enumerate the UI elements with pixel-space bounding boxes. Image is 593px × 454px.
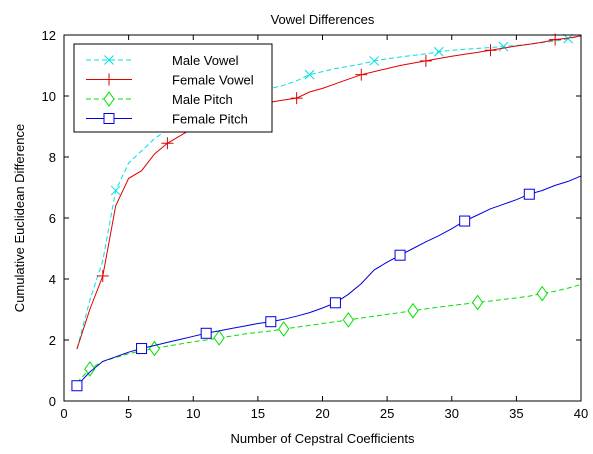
series-1-point <box>419 54 432 67</box>
series-1-point <box>161 137 174 150</box>
series-0-point-stroke <box>110 185 121 196</box>
series-3-point <box>523 188 535 200</box>
series-0-point <box>498 41 509 52</box>
y-tick-label: 2 <box>49 333 56 348</box>
y-tick-label: 8 <box>49 150 56 165</box>
chart-title: Vowel Differences <box>271 12 375 27</box>
x-tick-label: 25 <box>380 406 394 421</box>
x-tick-label: 10 <box>186 406 200 421</box>
y-tick-label: 10 <box>42 89 56 104</box>
legend-label: Female Vowel <box>172 73 254 88</box>
series-2-point <box>536 285 548 302</box>
legend-label: Female Pitch <box>172 112 248 127</box>
legend-marker-2 <box>103 91 115 107</box>
x-tick-label: 15 <box>251 406 265 421</box>
series-0-point-stroke <box>498 41 509 52</box>
series-2-point <box>342 312 354 328</box>
series-1-point <box>290 92 303 105</box>
series-line-2 <box>76 284 582 384</box>
series-0-point-stroke <box>433 46 444 57</box>
series-0-point <box>369 56 380 66</box>
series-0-point <box>433 46 444 57</box>
series-2-point <box>148 340 161 357</box>
series-3-point <box>459 215 471 227</box>
series-1-point <box>96 269 109 282</box>
series-3-point <box>200 327 212 339</box>
y-tick-label: 0 <box>49 394 56 409</box>
legend-marker-1 <box>103 73 115 86</box>
series-2-point <box>84 361 96 377</box>
series-1-point <box>549 33 562 46</box>
series-3-point <box>394 249 406 261</box>
legend-marker-0 <box>104 55 114 65</box>
series-2-point <box>407 302 419 319</box>
series-line-1 <box>76 35 582 350</box>
series-2-point <box>213 330 225 346</box>
series-3-point <box>71 380 83 392</box>
series-2-point <box>278 321 290 337</box>
x-tick-label: 40 <box>574 406 588 421</box>
series-0-point <box>563 33 573 44</box>
series-line-0 <box>76 35 582 350</box>
x-tick-label: 30 <box>445 406 459 421</box>
series-0-point <box>304 69 315 80</box>
legend: Male Vowel Female Vowel Male Pitch Female P… <box>73 43 273 133</box>
series-3-point <box>136 343 148 355</box>
y-axis-label: Cumulative Euclidean Difference <box>12 124 27 312</box>
series-1-point <box>355 68 368 81</box>
x-axis-label: Number of Cepstral Coefficients <box>230 431 415 446</box>
x-tick-label: 20 <box>315 406 329 421</box>
series-3-point <box>329 297 341 309</box>
series-0-point-stroke <box>304 69 315 80</box>
legend-label: Male Vowel <box>172 53 239 68</box>
series-0-point <box>110 185 121 196</box>
series-2-point <box>471 294 484 311</box>
legend-marker-0-stroke <box>104 55 114 65</box>
ticks-layer: 0 5 10 15 20 25 30 35 40 0 2 4 6 8 10 12 <box>42 28 589 421</box>
x-tick-label: 0 <box>60 406 67 421</box>
series-3-point <box>265 316 277 328</box>
y-tick-label: 12 <box>42 28 56 43</box>
series-0-point-stroke <box>369 56 380 66</box>
y-tick-label: 6 <box>49 211 56 226</box>
y-tick-label: 4 <box>49 272 56 287</box>
series-line-3 <box>76 175 582 387</box>
legend-marker-3 <box>103 113 115 124</box>
series-0-point-stroke <box>563 33 573 44</box>
x-tick-label: 35 <box>509 406 523 421</box>
series-1-point <box>484 44 497 57</box>
x-tick-label: 5 <box>125 406 132 421</box>
legend-label: Male Pitch <box>172 92 233 107</box>
